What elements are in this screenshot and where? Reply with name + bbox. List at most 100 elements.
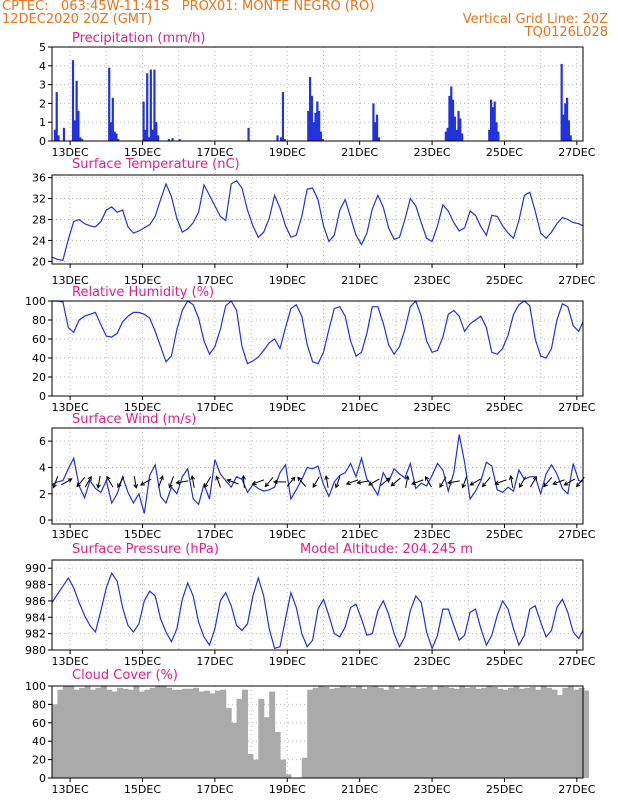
panel-annotation: Model Altitude: 204.245 m: [300, 542, 473, 557]
cloud-bar: [209, 693, 216, 778]
cloud-bar: [73, 689, 80, 778]
cloud-bar: [204, 690, 210, 778]
cloud-bar: [361, 688, 368, 778]
cloud-bar: [410, 686, 417, 778]
cloud-bar: [562, 687, 569, 778]
y-tick-label: 988: [25, 579, 46, 592]
cloud-bar: [100, 686, 107, 778]
panel-frame: [51, 559, 584, 651]
cloud-bar: [52, 704, 58, 778]
wind-arrow: [529, 476, 537, 488]
wind-arrow: [53, 476, 59, 488]
precip-bar: [457, 110, 460, 141]
panel-1: Precipitation (mm/h) 0 1 2 3 4 5 13DEC 15DEC 17DE…: [39, 31, 596, 159]
y-tick-label: 80: [32, 314, 46, 327]
y-tick-label: 0: [39, 390, 46, 403]
cloud-bar: [388, 686, 395, 778]
series-line: [52, 299, 584, 365]
panel-6: Cloud Cover (%) 0 20 40 60 80 100 13DEC 15DEC 17D…: [25, 668, 596, 796]
x-tick-label: 15DEC: [124, 655, 161, 668]
wind-arrow-head: [76, 482, 82, 488]
precip-bar: [448, 95, 451, 141]
x-tick-label: 15DEC: [124, 401, 161, 414]
wind-arrow: [286, 477, 296, 487]
wind-arrow: [335, 476, 341, 488]
wind-arrow: [447, 480, 460, 484]
wind-arrow-head: [469, 481, 475, 486]
cloud-bar: [502, 689, 509, 778]
x-tick-label: 23DEC: [414, 655, 451, 668]
wind-arrow: [495, 479, 507, 485]
cloud-bar: [399, 686, 406, 778]
cloud-bar: [573, 689, 580, 778]
wind-arrow: [357, 480, 370, 484]
wind-arrow-head: [390, 481, 396, 487]
x-tick-label: 19DEC: [269, 274, 306, 287]
wind-arrow-head: [439, 483, 444, 489]
precip-bar: [312, 122, 315, 141]
y-tick-label: 2: [39, 97, 46, 110]
precip-bar: [117, 139, 120, 141]
cloud-bar: [285, 774, 292, 778]
cloud-bar: [491, 686, 498, 778]
precip-bar: [318, 110, 321, 141]
x-tick-label: 21DEC: [341, 528, 378, 541]
wind-arrow-head: [168, 483, 173, 489]
precip-bar: [377, 137, 380, 141]
wind-arrow-head: [204, 483, 209, 489]
precip-bar: [319, 131, 323, 141]
cloud-bar: [133, 686, 140, 778]
precip-bar: [276, 135, 279, 141]
precip-bar: [55, 92, 58, 141]
precip-bar: [488, 129, 491, 141]
wind-arrow: [158, 476, 164, 488]
panel-title: Relative Humidity (%): [72, 285, 214, 300]
precip-bar: [155, 122, 158, 141]
panel-title: Surface Wind (m/s): [72, 412, 196, 427]
precip-bar: [308, 77, 312, 141]
wind-arrow: [252, 479, 265, 485]
cloud-bar: [171, 689, 178, 778]
cloud-bar: [328, 688, 335, 778]
y-tick-label: 4: [39, 461, 46, 474]
cloud-bar: [377, 687, 384, 778]
cloud-bar: [252, 759, 259, 778]
cloud-bar: [155, 686, 162, 778]
x-tick-label: 27DEC: [558, 783, 595, 796]
precip-bar: [564, 103, 567, 141]
cloud-bar: [383, 689, 390, 778]
wind-arrow-head: [117, 483, 122, 489]
x-tick-label: 27DEC: [558, 401, 595, 414]
wind-arrow-head: [575, 482, 581, 488]
wind-arrow-head: [190, 474, 196, 480]
cloud-bar: [459, 686, 466, 778]
cloud-bar: [269, 691, 276, 778]
cloud-bar: [187, 688, 194, 778]
panel-title: Precipitation (mm/h): [72, 31, 205, 46]
cloud-bar: [149, 687, 156, 778]
precip-bar: [171, 138, 174, 141]
cloud-bar: [242, 689, 248, 778]
precip-bar: [446, 127, 449, 141]
y-tick-label: 80: [32, 698, 46, 711]
wind-arrow-head: [133, 483, 139, 489]
wind-arrow-head: [52, 483, 57, 489]
x-tick-label: 17DEC: [196, 783, 233, 796]
y-tick-label: 28: [32, 214, 46, 227]
precip-bar: [307, 110, 310, 141]
precip-bar: [142, 101, 145, 141]
precip-bar: [314, 112, 317, 141]
wind-arrow: [84, 476, 92, 488]
x-tick-label: 21DEC: [341, 274, 378, 287]
x-tick-label: 19DEC: [269, 655, 306, 668]
precip-bar: [455, 129, 458, 141]
cloud-bar: [214, 690, 221, 778]
wind-arrow-head: [251, 480, 257, 486]
cloud-bar: [508, 687, 515, 778]
precip-bar: [316, 101, 319, 141]
x-tick-label: 17DEC: [196, 655, 233, 668]
cloud-bar: [529, 686, 536, 778]
wind-arrow: [439, 476, 447, 488]
wind-arrow: [242, 475, 245, 488]
wind-arrow: [510, 475, 514, 488]
